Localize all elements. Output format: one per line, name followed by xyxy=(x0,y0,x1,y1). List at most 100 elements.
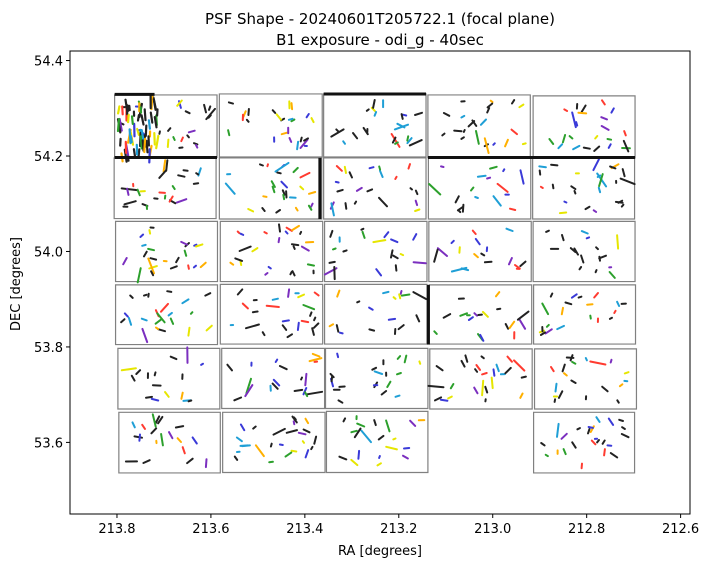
psf-whisker xyxy=(154,318,163,325)
psf-whisker xyxy=(348,171,353,179)
ccd-cell xyxy=(325,410,429,474)
psf-whisker xyxy=(227,101,234,105)
psf-whisker xyxy=(516,310,530,321)
psf-whisker xyxy=(492,195,502,207)
psf-whisker xyxy=(576,427,581,431)
psf-whisker xyxy=(592,209,598,213)
psf-whisker xyxy=(480,252,486,257)
psf-whisker xyxy=(379,169,384,178)
psf-whisker xyxy=(601,439,606,445)
psf-whisker xyxy=(290,449,298,453)
psf-whisker xyxy=(550,366,555,373)
psf-whisker xyxy=(414,111,423,116)
psf-whisker xyxy=(373,370,384,375)
psf-whisker xyxy=(306,263,315,267)
psf-whisker xyxy=(282,193,286,201)
psf-whisker xyxy=(299,171,311,179)
psf-whisker xyxy=(387,317,397,321)
psf-whisker xyxy=(291,224,300,232)
psf-whisker xyxy=(368,306,374,311)
psf-whisker xyxy=(343,165,347,174)
psf-whisker xyxy=(360,429,372,444)
psf-whisker xyxy=(130,115,134,126)
x-tick-label: 212.6 xyxy=(662,522,699,537)
plot-area xyxy=(70,51,690,514)
psf-whisker xyxy=(281,189,286,196)
psf-whisker xyxy=(352,132,359,140)
psf-whisker xyxy=(227,129,231,137)
psf-whisker xyxy=(136,188,141,197)
psf-whisker xyxy=(162,159,167,173)
psf-whisker xyxy=(304,391,309,398)
psf-whisker xyxy=(506,355,513,363)
psf-whisker xyxy=(143,250,148,258)
psf-whisker xyxy=(572,144,581,151)
psf-whisker xyxy=(150,270,155,277)
psf-whisker xyxy=(538,165,547,169)
psf-whisker xyxy=(239,444,250,447)
psf-whisker xyxy=(269,442,273,448)
psf-whisker xyxy=(481,310,489,318)
x-tick-label: 213.6 xyxy=(192,522,229,537)
psf-whisker xyxy=(120,367,137,372)
psf-whisker xyxy=(571,360,577,365)
psf-whisker xyxy=(123,200,137,206)
ccd-cell xyxy=(532,284,637,345)
psf-whisker xyxy=(400,113,404,120)
psf-whisker xyxy=(245,118,250,123)
psf-whisker xyxy=(573,190,577,195)
psf-whisker xyxy=(350,429,358,434)
psf-whisker xyxy=(300,245,310,252)
psf-whisker xyxy=(169,317,175,325)
psf-whisker xyxy=(470,186,475,192)
psf-whisker xyxy=(582,146,591,150)
psf-whisker xyxy=(121,105,124,116)
psf-whisker xyxy=(292,166,299,174)
psf-whisker xyxy=(406,137,413,145)
psf-whisker xyxy=(578,266,583,271)
psf-whisker xyxy=(155,134,160,150)
x-axis: 213.8 213.6 213.4 213.2 213.0 212.8 212.6 xyxy=(98,514,699,537)
psf-whisker xyxy=(335,324,340,333)
psf-whisker xyxy=(311,327,315,336)
psf-whisker xyxy=(594,269,598,274)
psf-whisker xyxy=(120,187,139,192)
psf-whisker xyxy=(168,431,174,440)
psf-whisker xyxy=(144,124,148,137)
psf-whisker xyxy=(464,354,469,363)
psf-whisker xyxy=(271,109,277,114)
psf-whisker xyxy=(236,230,241,235)
psf-whisker xyxy=(560,432,568,440)
psf-whisker xyxy=(368,166,375,170)
psf-whisker xyxy=(509,207,517,211)
psf-whisker xyxy=(471,229,477,235)
psf-whisker xyxy=(505,227,514,232)
psf-whisker xyxy=(622,139,630,153)
psf-whisker xyxy=(584,205,591,211)
psf-whisker xyxy=(518,103,525,109)
psf-whisker xyxy=(473,253,479,259)
psf-whisker xyxy=(442,112,451,117)
psf-whisker xyxy=(275,209,281,214)
psf-whisker xyxy=(275,113,282,121)
psf-whisker xyxy=(136,267,142,284)
psf-whisker xyxy=(580,230,589,235)
psf-whisker xyxy=(187,399,193,403)
psf-whisker xyxy=(557,143,564,150)
psf-whisker xyxy=(380,390,388,396)
psf-whisker xyxy=(329,229,334,238)
x-tick-label: 213.4 xyxy=(286,522,323,537)
psf-whisker xyxy=(203,103,207,114)
psf-whisker xyxy=(328,323,335,328)
psf-whisker xyxy=(292,420,296,426)
psf-whisker xyxy=(603,448,606,457)
psf-whisker xyxy=(412,291,428,301)
psf-whisker xyxy=(556,324,565,331)
psf-whisker xyxy=(561,134,567,144)
psf-whisker xyxy=(148,229,152,235)
x-axis-label: RA [degrees] xyxy=(338,544,422,559)
psf-whisker xyxy=(265,304,280,308)
psf-whisker xyxy=(400,293,411,297)
psf-whisker xyxy=(378,455,381,459)
